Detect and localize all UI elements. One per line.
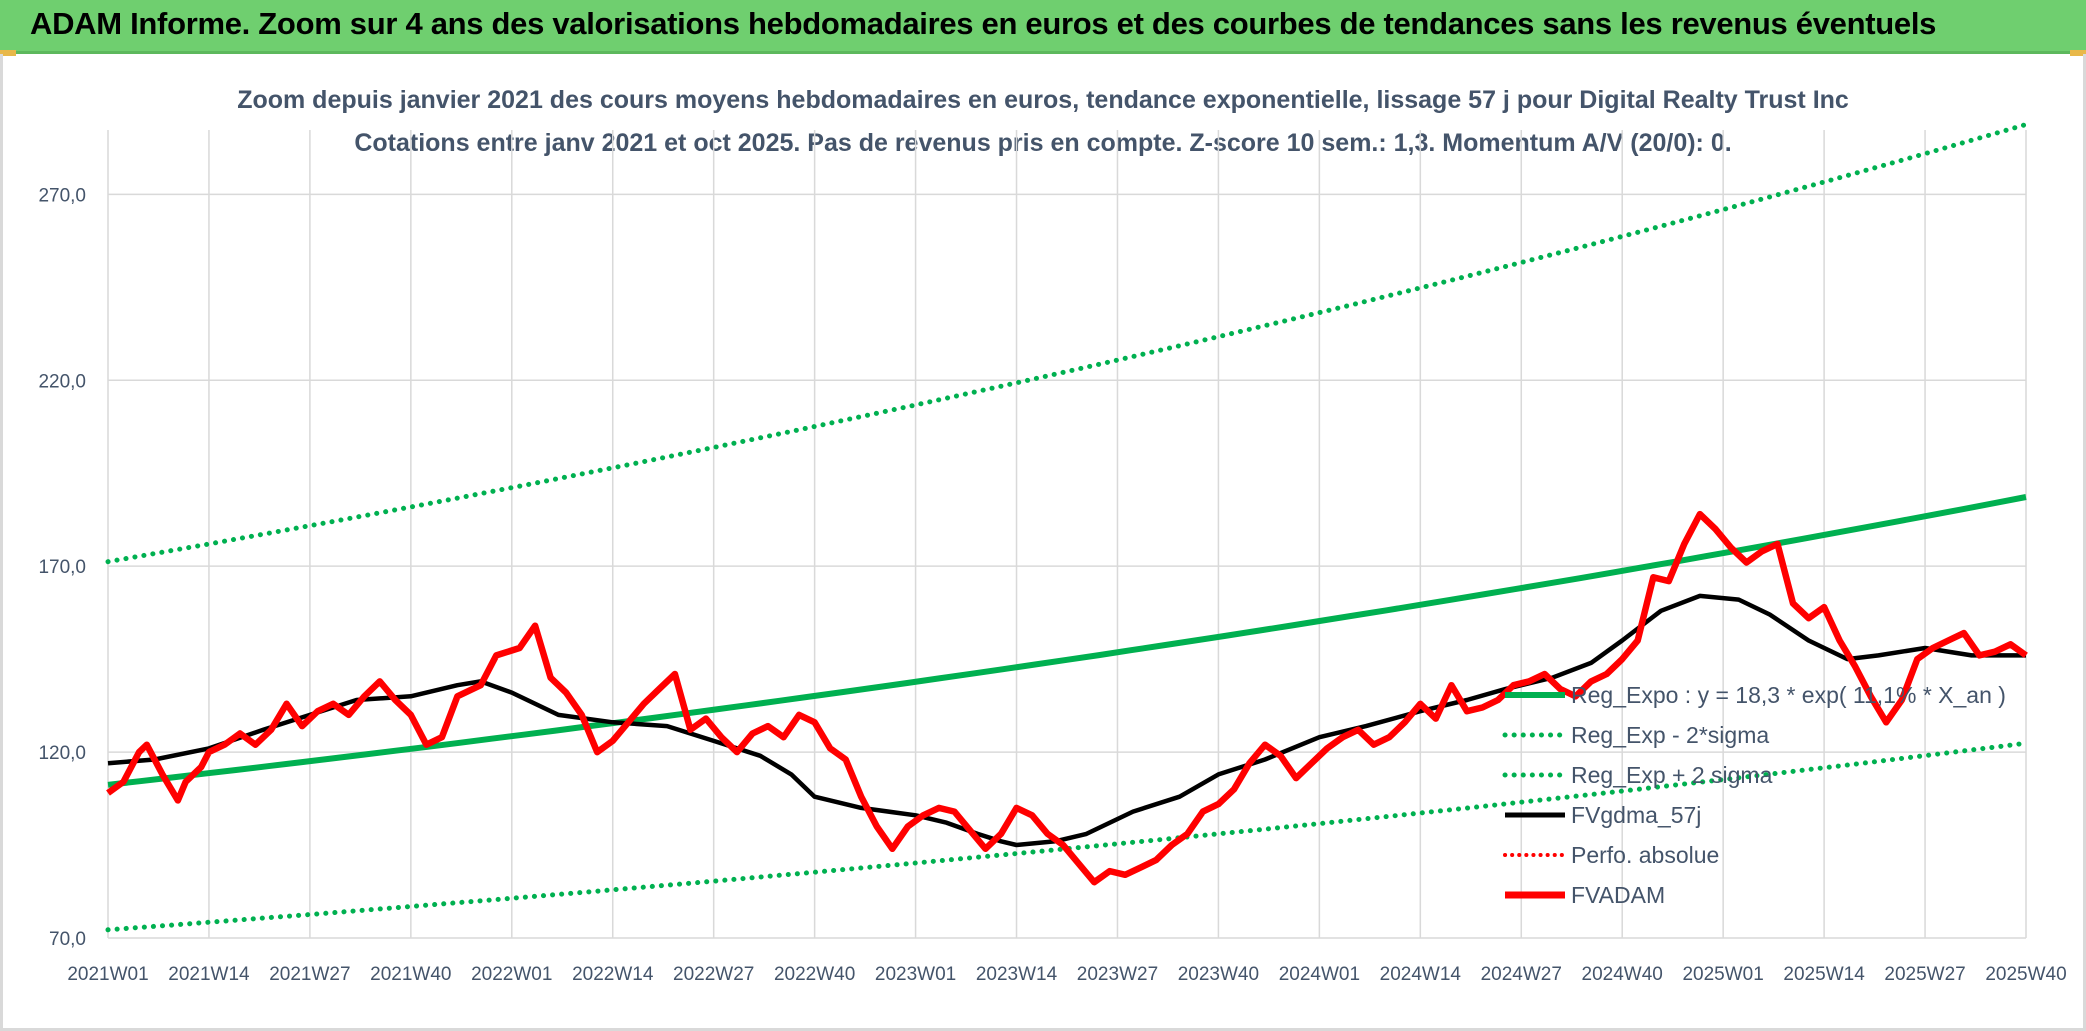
legend-reg-exp-minus-label: Reg_Exp - 2*sigma <box>1571 722 1769 748</box>
series-fvgdma-57j <box>107 593 2026 848</box>
x-tick-label: 2023W01 <box>875 964 956 985</box>
x-tick-label: 2022W14 <box>572 964 654 985</box>
chart-title: Zoom depuis janvier 2021 des cours moyen… <box>237 86 1849 114</box>
legend-perfo-absolue-label: Perfo. absolue <box>1571 842 1719 868</box>
x-tick-label: 2025W27 <box>1884 964 1965 985</box>
y-tick-label: 120,0 <box>38 743 86 764</box>
header-banner: ADAM Informe. Zoom sur 4 ans des valoris… <box>0 0 2086 54</box>
chart-frame <box>0 54 2086 1031</box>
gridlines <box>107 130 2027 939</box>
banner-corner-right <box>2070 50 2086 56</box>
legend-fvgdma-label: FVgdma_57j <box>1571 802 1701 828</box>
x-tick-label: 2024W27 <box>1481 964 1562 985</box>
y-tick-label: 170,0 <box>38 557 86 578</box>
legend: Reg_Expo : y = 18,3 * exp( 11,1% * X_an … <box>1502 682 2006 908</box>
x-tick-label: 2024W14 <box>1380 964 1462 985</box>
x-tick-label: 2021W14 <box>168 964 250 985</box>
x-axis: 2021W01 2021W14 2021W27 2021W40 2022W01 2022W… <box>67 964 2066 985</box>
y-axis: 70,0 120,0 170,0 220,0 270,0 <box>38 185 86 950</box>
x-tick-label: 2023W14 <box>976 964 1058 985</box>
y-tick-label: 220,0 <box>38 371 86 392</box>
x-tick-label: 2022W01 <box>471 964 552 985</box>
legend-reg-exp-plus-label: Reg_Exp + 2 sigma <box>1571 762 1773 788</box>
y-tick-label: 270,0 <box>38 185 86 206</box>
x-tick-label: 2025W14 <box>1783 964 1865 985</box>
series-fvadam <box>106 510 2028 886</box>
x-tick-label: 2025W40 <box>1985 964 2066 985</box>
banner-corner-left <box>0 50 16 56</box>
x-tick-label: 2022W27 <box>673 964 754 985</box>
banner-title: ADAM Informe. Zoom sur 4 ans des valoris… <box>30 6 1937 41</box>
x-tick-label: 2024W40 <box>1582 964 1663 985</box>
y-tick-label: 70,0 <box>49 929 86 950</box>
legend-reg-expo-label: Reg_Expo : y = 18,3 * exp( 11,1% * X_an … <box>1571 682 2006 708</box>
x-tick-label: 2021W40 <box>370 964 451 985</box>
series-group <box>105 122 2029 933</box>
chart-subtitle: Cotations entre janv 2021 et oct 2025. P… <box>354 129 1731 157</box>
x-tick-label: 2022W40 <box>774 964 855 985</box>
x-tick-label: 2025W01 <box>1682 964 1763 985</box>
x-tick-label: 2021W27 <box>269 964 350 985</box>
legend-fvadam-label: FVADAM <box>1571 882 1665 908</box>
x-tick-label: 2023W27 <box>1077 964 1158 985</box>
x-tick-label: 2023W40 <box>1178 964 1259 985</box>
x-tick-label: 2021W01 <box>67 964 148 985</box>
x-tick-label: 2024W01 <box>1279 964 1360 985</box>
series-reg-exp-plus-2sigma <box>105 122 2029 565</box>
